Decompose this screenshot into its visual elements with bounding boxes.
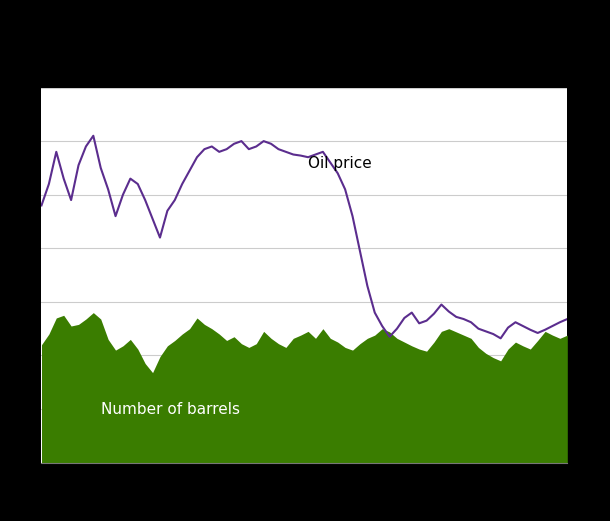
- Text: Oil price: Oil price: [550, 24, 602, 37]
- Text: Number of barrels: Number of barrels: [101, 402, 240, 417]
- Text: Oil price: Oil price: [308, 156, 372, 170]
- Text: NOK by barrel: NOK by barrel: [515, 55, 602, 68]
